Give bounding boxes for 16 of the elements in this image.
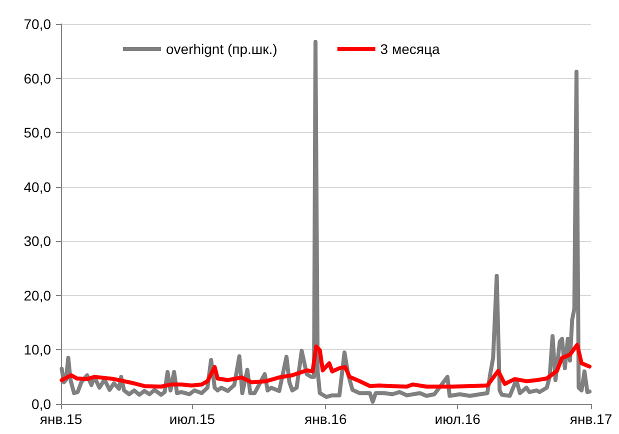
legend-label: 3 месяца — [380, 41, 440, 57]
y-tick-label: 50,0 — [24, 124, 52, 141]
x-tick-label: янв.17 — [570, 411, 612, 427]
legend-label: overhignt (пр.шк.) — [166, 41, 278, 57]
y-tick-label: 60,0 — [24, 70, 52, 86]
x-tick-label: янв.15 — [40, 411, 82, 427]
line-series — [60, 342, 592, 389]
y-tick-label: 30,0 — [24, 233, 52, 250]
y-tick-label: 70,0 — [24, 16, 52, 32]
x-tick-label: июл.15 — [169, 411, 216, 427]
y-tick-label: 20,0 — [24, 287, 52, 304]
y-tick-label: 40,0 — [24, 178, 52, 195]
x-tick-label: янв.16 — [304, 411, 347, 427]
y-tick-label: 0,0 — [32, 396, 52, 412]
x-tick-label: июл.16 — [434, 411, 481, 427]
y-tick-label: 10,0 — [24, 342, 52, 358]
